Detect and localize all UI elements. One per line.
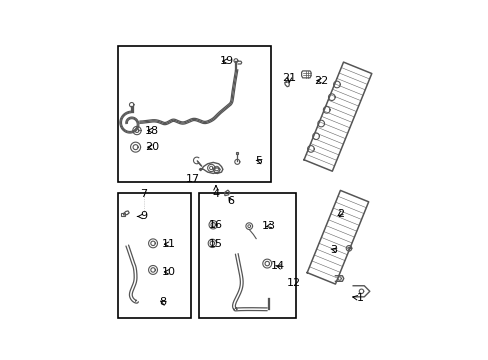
Text: 10: 10 xyxy=(162,267,176,277)
Text: 11: 11 xyxy=(162,239,176,249)
Text: 3: 3 xyxy=(329,245,337,255)
Text: 20: 20 xyxy=(145,142,159,152)
Text: 12: 12 xyxy=(286,278,300,288)
Bar xyxy=(121,213,124,216)
Text: 15: 15 xyxy=(208,239,223,249)
Text: 14: 14 xyxy=(271,261,285,271)
Text: 5: 5 xyxy=(255,156,262,166)
Text: 4: 4 xyxy=(212,186,219,199)
Text: 1: 1 xyxy=(352,293,363,303)
Text: 7: 7 xyxy=(140,189,147,199)
Text: 21: 21 xyxy=(282,73,296,83)
Text: 6: 6 xyxy=(227,196,234,206)
Polygon shape xyxy=(236,152,238,154)
Text: 17: 17 xyxy=(185,174,199,184)
Bar xyxy=(199,193,296,318)
Bar xyxy=(117,46,271,182)
Text: 2: 2 xyxy=(336,209,344,219)
Text: 19: 19 xyxy=(220,56,234,66)
Text: 13: 13 xyxy=(261,221,275,231)
Bar xyxy=(117,193,191,318)
Text: 22: 22 xyxy=(313,76,328,86)
Text: 9: 9 xyxy=(137,211,147,221)
Text: 18: 18 xyxy=(145,126,159,135)
Text: 8: 8 xyxy=(160,297,166,307)
Text: 16: 16 xyxy=(208,220,223,230)
